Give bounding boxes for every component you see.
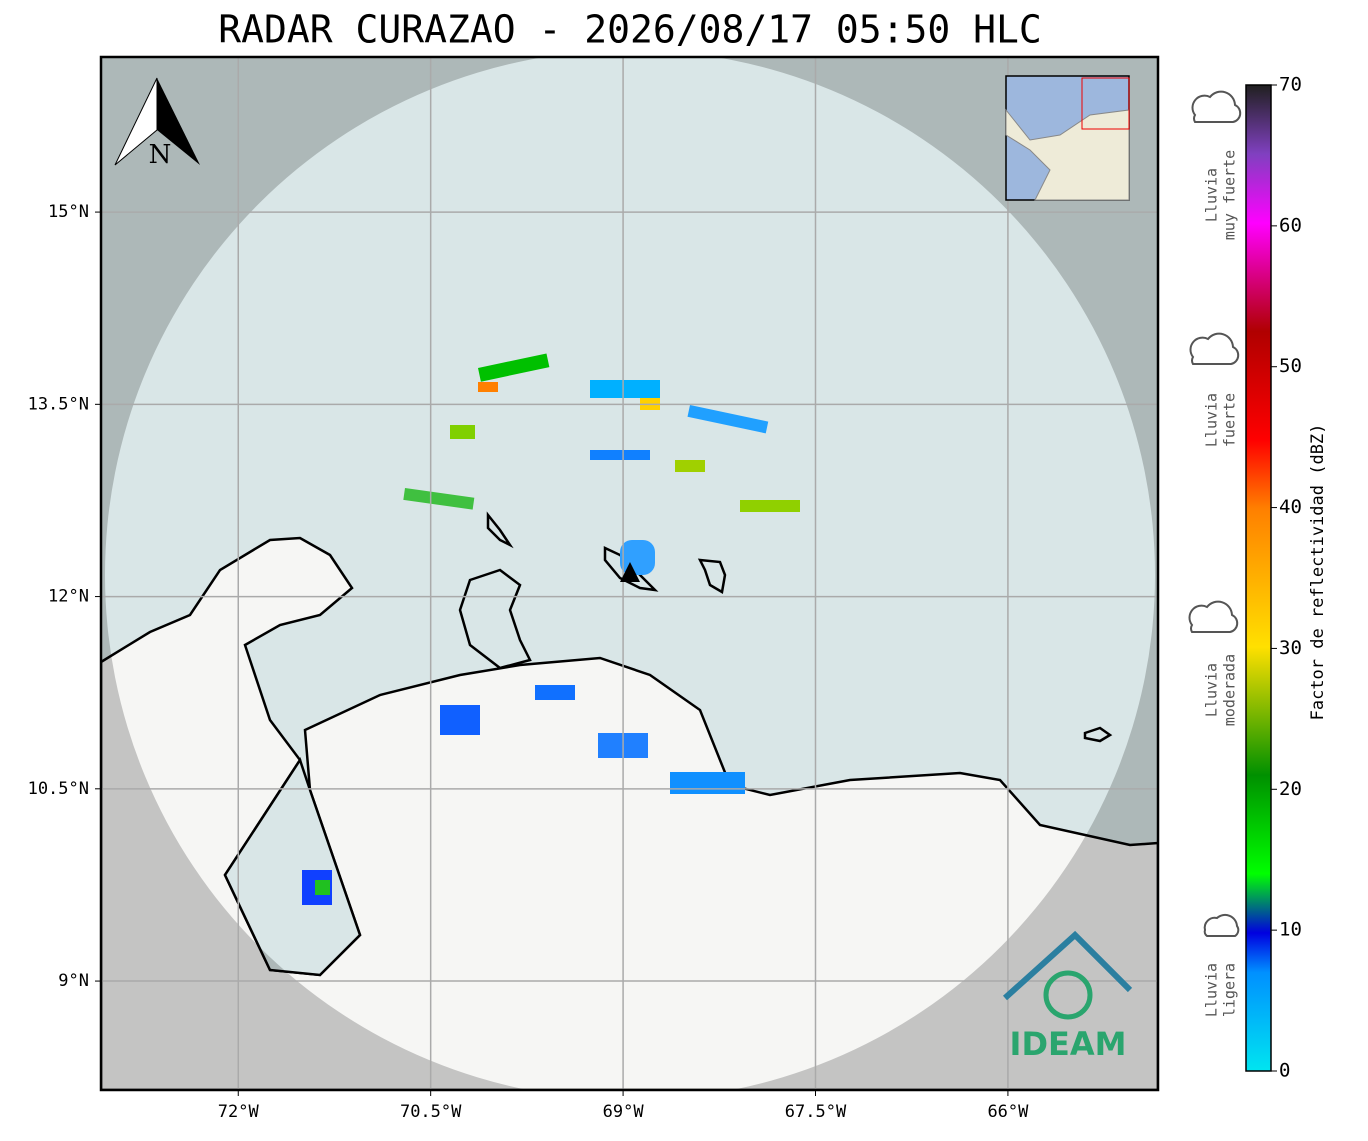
radar-site xyxy=(620,562,640,582)
coastline xyxy=(101,536,1158,1090)
colorbar xyxy=(1245,84,1272,1072)
echo xyxy=(440,705,480,735)
peninsula-outline xyxy=(458,568,532,670)
weather-icon xyxy=(1203,913,1240,937)
title: RADAR CURAZAO - 2026/08/17 05:50 HLC xyxy=(218,8,1042,52)
x-tick-label: 72°W xyxy=(218,1102,260,1122)
echo xyxy=(670,772,745,794)
echo xyxy=(478,382,498,392)
x-tick-label: 66°W xyxy=(987,1102,1029,1122)
inset-land xyxy=(1005,108,1130,201)
y-tick-label: 10.5°N xyxy=(28,779,89,799)
weather-icon xyxy=(1191,90,1242,123)
island xyxy=(697,558,727,594)
echo xyxy=(620,540,655,575)
y-tick-label: 13.5°N xyxy=(28,394,89,414)
legend-text: muy fuerte xyxy=(1221,150,1239,240)
x-tick-label: 69°W xyxy=(603,1102,645,1122)
legend: Lluvia muy fuerte Lluvia fuerte Lluvia m… xyxy=(1188,90,1242,1017)
colorbar-tick-label: 20 xyxy=(1279,778,1302,800)
legend-text: ligera xyxy=(1221,963,1239,1017)
legend-text: fuerte xyxy=(1221,393,1239,447)
logo-mark xyxy=(1002,930,1133,1001)
colorbar-tick-label: 40 xyxy=(1279,496,1302,518)
colorbar-label: Factor de reflectividad (dBZ) xyxy=(1308,424,1328,721)
echo xyxy=(403,488,475,510)
echo xyxy=(477,353,550,382)
colorbar-tick-label: 30 xyxy=(1279,637,1302,659)
legend-text: moderada xyxy=(1221,654,1239,726)
echo xyxy=(740,500,800,512)
legend-text: Lluvia xyxy=(1203,168,1221,222)
echo xyxy=(315,880,330,895)
colorbar-tick-label: 50 xyxy=(1279,355,1302,377)
echo xyxy=(535,685,575,700)
lake xyxy=(223,757,362,977)
logo-text: IDEAM xyxy=(1010,1025,1127,1063)
weather-icon xyxy=(1189,332,1240,365)
legend-text: Lluvia xyxy=(1203,963,1221,1017)
north-arrow xyxy=(157,78,200,165)
island xyxy=(1083,726,1113,743)
echo xyxy=(590,380,660,398)
grid xyxy=(101,57,1158,1090)
x-tick-label: 70.5°W xyxy=(400,1102,462,1122)
y-tick-label: 15°N xyxy=(48,202,89,222)
echo xyxy=(675,460,705,472)
legend-text: Lluvia xyxy=(1203,393,1221,447)
island xyxy=(486,511,514,549)
weather-icon xyxy=(1188,600,1239,633)
x-tick-label: 67.5°W xyxy=(785,1102,847,1122)
colorbar-tick-label: 60 xyxy=(1279,214,1302,236)
colorbar-tick-label: 10 xyxy=(1279,919,1302,941)
north-label: N xyxy=(149,140,172,170)
y-tick-label: 9°N xyxy=(58,971,89,991)
legend-text: Lluvia xyxy=(1203,663,1221,717)
colorbar-tick-label: 0 xyxy=(1279,1060,1290,1082)
echo xyxy=(450,425,475,439)
logo-mark xyxy=(1043,970,1093,1020)
map: N IDEAM xyxy=(101,57,1158,1090)
inset-extent xyxy=(1081,77,1130,130)
y-tick-label: 12°N xyxy=(48,587,89,607)
map-frame xyxy=(99,55,1160,1092)
axes: 72°W 70.5°W 69°W 67.5°W 66°W 9°N 10.5°N 12°N 13.… xyxy=(28,74,1302,1123)
colorbar-tick-label: 70 xyxy=(1279,74,1302,96)
echo xyxy=(590,450,650,460)
echo xyxy=(687,405,769,434)
